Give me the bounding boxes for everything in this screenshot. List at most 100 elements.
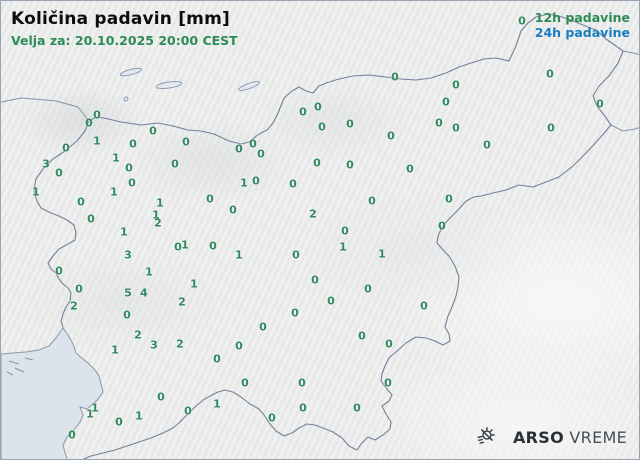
station-value: 1 bbox=[378, 247, 386, 261]
station-value: 0 bbox=[128, 176, 136, 190]
station-value: 0 bbox=[229, 203, 237, 217]
station-value: 0 bbox=[171, 157, 179, 171]
station-value: 0 bbox=[268, 411, 276, 425]
station-value: 0 bbox=[93, 108, 101, 122]
station-value: 0 bbox=[438, 219, 446, 233]
station-value: 0 bbox=[252, 174, 260, 188]
brand-text: ARSO VREME bbox=[513, 428, 627, 447]
station-value: 2 bbox=[70, 299, 78, 313]
station-value: 0 bbox=[85, 116, 93, 130]
station-value: 0 bbox=[385, 337, 393, 351]
station-value: 0 bbox=[596, 97, 604, 111]
station-value: 1 bbox=[152, 208, 160, 222]
station-value: 3 bbox=[42, 157, 50, 171]
lake-3 bbox=[238, 81, 260, 91]
station-value: 0 bbox=[314, 100, 322, 114]
station-value: 0 bbox=[346, 117, 354, 131]
border-austria-italy bbox=[1, 97, 90, 122]
station-value: 0 bbox=[452, 78, 460, 92]
station-value: 2 bbox=[176, 337, 184, 351]
station-value: 0 bbox=[318, 120, 326, 134]
station-value: 0 bbox=[518, 14, 526, 28]
station-value: 0 bbox=[364, 282, 372, 296]
station-value: 0 bbox=[235, 142, 243, 156]
station-value: 0 bbox=[75, 282, 83, 296]
station-value: 0 bbox=[435, 116, 443, 130]
station-value: 0 bbox=[55, 166, 63, 180]
arso-vreme-logo: ARSO VREME bbox=[475, 424, 627, 450]
station-value: 0 bbox=[291, 306, 299, 320]
sun-weather-icon bbox=[475, 424, 497, 450]
station-value: 0 bbox=[368, 194, 376, 208]
station-value: 3 bbox=[150, 338, 158, 352]
station-value: 1 bbox=[112, 151, 120, 165]
station-value: 0 bbox=[125, 161, 133, 175]
station-value: 0 bbox=[129, 137, 137, 151]
station-value: 0 bbox=[298, 376, 306, 390]
station-value: 0 bbox=[299, 105, 307, 119]
station-value: 1 bbox=[120, 225, 128, 239]
station-value: 1 bbox=[111, 343, 119, 357]
station-value: 0 bbox=[249, 137, 257, 151]
station-value: 0 bbox=[547, 121, 555, 135]
station-value: 1 bbox=[235, 248, 243, 262]
lagoon-islets bbox=[6, 357, 34, 376]
station-value: 0 bbox=[358, 329, 366, 343]
station-value: 1 bbox=[145, 265, 153, 279]
station-value: 0 bbox=[184, 404, 192, 418]
station-value: 1 bbox=[213, 397, 221, 411]
station-value: 0 bbox=[292, 248, 300, 262]
station-value: 0 bbox=[259, 320, 267, 334]
station-value: 0 bbox=[257, 147, 265, 161]
station-value: 0 bbox=[353, 401, 361, 415]
brand-vreme: VREME bbox=[569, 427, 627, 447]
station-value: 1 bbox=[339, 240, 347, 254]
station-value: 1 bbox=[110, 185, 118, 199]
station-value: 0 bbox=[483, 138, 491, 152]
station-value: 0 bbox=[209, 239, 217, 253]
station-value: 1 bbox=[156, 196, 164, 210]
station-value: 0 bbox=[420, 299, 428, 313]
station-value: 0 bbox=[387, 129, 395, 143]
border-hungary-croatia bbox=[610, 124, 639, 132]
station-value: 1 bbox=[32, 185, 40, 199]
station-value: 0 bbox=[346, 158, 354, 172]
station-value: 0 bbox=[62, 141, 70, 155]
station-value: 0 bbox=[299, 401, 307, 415]
station-value: 0 bbox=[235, 339, 243, 353]
station-value: 0 bbox=[182, 135, 190, 149]
header: Količina padavin [mm] Velja za: 20.10.20… bbox=[11, 9, 238, 48]
station-value: 1 bbox=[181, 238, 189, 252]
station-value: 0 bbox=[406, 162, 414, 176]
lake-2 bbox=[155, 81, 183, 89]
station-value: 0 bbox=[341, 224, 349, 238]
legend-12h-padavine[interactable]: 12h padavine bbox=[534, 10, 630, 25]
station-value: 0 bbox=[77, 195, 85, 209]
station-value: 2 bbox=[134, 328, 142, 342]
station-value: 1 bbox=[190, 277, 198, 291]
station-value: 0 bbox=[546, 67, 554, 81]
station-value: 0 bbox=[289, 177, 297, 191]
valid-time-label: Velja za: 20.10.2025 20:00 CEST bbox=[11, 33, 238, 48]
station-value: 2 bbox=[154, 216, 162, 230]
station-value: 2 bbox=[178, 295, 186, 309]
station-value: 0 bbox=[241, 376, 249, 390]
station-value: 0 bbox=[174, 240, 182, 254]
border-slovenia-main bbox=[83, 13, 624, 459]
station-value: 0 bbox=[213, 352, 221, 366]
border-slovenia-italy bbox=[33, 120, 90, 328]
station-value: 0 bbox=[311, 273, 319, 287]
adriatic-sea bbox=[1, 327, 104, 459]
legend-24h-padavine[interactable]: 24h padavine bbox=[534, 25, 630, 40]
page-title: Količina padavin [mm] bbox=[11, 9, 230, 29]
station-value: 0 bbox=[384, 376, 392, 390]
lake-small bbox=[123, 96, 129, 102]
station-value: 1 bbox=[93, 134, 101, 148]
station-value: 0 bbox=[55, 264, 63, 278]
station-value: 2 bbox=[309, 207, 317, 221]
station-value: 0 bbox=[442, 95, 450, 109]
station-value: 4 bbox=[140, 286, 148, 300]
